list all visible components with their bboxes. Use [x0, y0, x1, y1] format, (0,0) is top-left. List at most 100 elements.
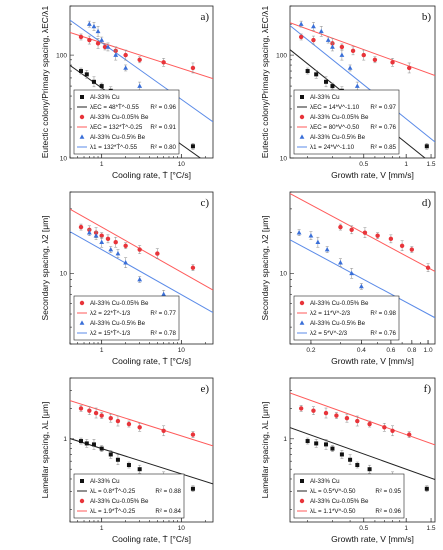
- x-tick-label: 1: [100, 161, 104, 168]
- data-point: [113, 52, 119, 57]
- panel-label: c): [200, 197, 209, 209]
- x-tick-label: 1.5: [427, 525, 436, 532]
- data-point: [108, 452, 113, 457]
- data-point: [362, 230, 368, 235]
- x-tick-label: 1: [100, 525, 104, 532]
- data-point: [382, 425, 387, 430]
- legend: Al-33% Cu-0.05% Be λ2 = 22*Ṫ^-1/3 R² = 0.7…: [73, 295, 180, 341]
- data-point: [399, 243, 405, 248]
- data-point: [298, 406, 304, 411]
- x-axis-label: Growth rate, V [mm/s]: [331, 534, 414, 544]
- data-point: [355, 418, 360, 424]
- legend-fit-label: λEC = 14*V^-1.10: [310, 104, 360, 111]
- legend-r2: R² = 0.84: [155, 508, 181, 515]
- legend-marker: [79, 320, 85, 325]
- legend-r2: R² = 0.77: [150, 310, 176, 317]
- data-point: [79, 439, 84, 444]
- panel-label: e): [200, 383, 209, 395]
- data-point: [311, 23, 316, 29]
- data-point: [78, 406, 84, 411]
- data-point: [349, 270, 355, 276]
- data-point: [334, 413, 339, 418]
- legend-marker: [300, 479, 304, 483]
- fit-line: [290, 193, 435, 272]
- fit-line: [290, 427, 435, 480]
- data-point: [126, 463, 131, 468]
- data-point: [339, 452, 344, 457]
- data-point: [344, 415, 350, 421]
- x-tick-label: 0.8: [407, 347, 416, 354]
- y-axis-label: Secondary spacing, λ2 [μm]: [260, 215, 270, 320]
- legend-fit-label: λEC = 80*V^-0.50: [310, 124, 360, 131]
- data-point: [84, 72, 89, 77]
- legend-series-name: Al-33% Cu-0.05% Be: [310, 114, 369, 121]
- data-point: [390, 60, 395, 65]
- legend-r2: R² = 0.97: [370, 104, 396, 111]
- y-axis-label: Lamellar spacing, λL [μm]: [260, 402, 270, 499]
- fit-line: [290, 239, 435, 319]
- plot-frame: [289, 191, 436, 345]
- data-point: [78, 34, 84, 40]
- plot-frame: [289, 5, 436, 159]
- data-point: [79, 69, 84, 74]
- data-point: [323, 410, 329, 416]
- data-point: [123, 52, 128, 58]
- legend: Al-33% Cu λL = 0.5*V^-0.50 R² = 0.95 Al-33%…: [293, 473, 405, 519]
- data-point: [305, 439, 310, 444]
- data-point: [330, 446, 335, 451]
- data-point: [406, 65, 412, 71]
- legend-series-name: Al-33% Cu: [310, 478, 340, 485]
- data-point: [161, 60, 166, 65]
- y-tick-label: 10: [60, 155, 68, 162]
- legend-fit-label: λ2 = 5*V^-2/3: [310, 330, 348, 337]
- legend-r2: R² = 0.76: [370, 330, 396, 337]
- legend-fit-label: λ2 = 22*Ṫ^-1/3: [90, 310, 131, 317]
- legend-series-name: Al-33% Cu-0.5% Be: [90, 134, 146, 141]
- legend-r2: R² = 0.98: [370, 310, 396, 317]
- y-axis-label: Eutectic colony/Primary spacing, λEC/λ1: [40, 5, 50, 158]
- data-point: [190, 144, 195, 149]
- legend-series-name: Al-33% Cu: [90, 478, 120, 485]
- data-point: [190, 65, 196, 71]
- legend-box: [73, 295, 180, 341]
- data-point: [137, 467, 142, 472]
- x-tick-label: 0.5: [359, 161, 368, 168]
- fit-line: [70, 400, 213, 447]
- data-point: [315, 239, 321, 245]
- y-tick-label: 1: [283, 436, 287, 443]
- panel-a: 10 100 1 10 Cooling rate, Ṫ [°C/s] Eutectic c…: [40, 5, 214, 180]
- legend-series-name: Al-33% Cu-0.05% Be: [90, 114, 149, 121]
- data-point: [99, 84, 104, 89]
- data-point: [105, 236, 111, 242]
- legend-box: [293, 295, 400, 341]
- data-point: [296, 230, 302, 235]
- data-point: [424, 144, 429, 149]
- x-tick-label: 1.5: [427, 161, 436, 168]
- legend-fit-label: λL = 0.5*V^-0.50: [310, 488, 356, 495]
- data-point: [99, 37, 105, 42]
- y-axis-label: Eutectic colony/Primary spacing, λEC/λ1: [260, 5, 270, 158]
- legend-fit-label: λ2 = 15*Ṫ^-1/3: [90, 330, 131, 337]
- data-point: [108, 246, 114, 252]
- legend-fit-label: λL = 1.1*V^-0.50: [310, 508, 356, 515]
- data-point: [330, 44, 335, 49]
- x-tick-label: 0.5: [359, 525, 368, 532]
- data-point: [318, 28, 324, 34]
- data-point: [339, 52, 345, 57]
- data-point: [99, 446, 104, 451]
- y-tick-label: 10: [280, 155, 288, 162]
- legend-marker: [299, 320, 305, 325]
- fit-lines: [290, 193, 435, 319]
- plot-frame: [69, 377, 214, 523]
- data-point: [324, 79, 329, 84]
- legend-r2: R² = 0.91: [150, 124, 176, 131]
- data-point: [324, 442, 329, 447]
- fit-lines: [70, 400, 213, 485]
- fit-line: [70, 31, 213, 80]
- legend-box: [73, 473, 185, 519]
- panel-e: 1 1 10 Cooling rate, Ṫ [°C/s] Lamellar spaci…: [40, 377, 214, 544]
- panel-label: d): [422, 197, 432, 209]
- legend-marker: [79, 300, 85, 306]
- data-point: [87, 37, 92, 43]
- legend-series-name: Al-33% Cu-0.05% Be: [90, 498, 149, 505]
